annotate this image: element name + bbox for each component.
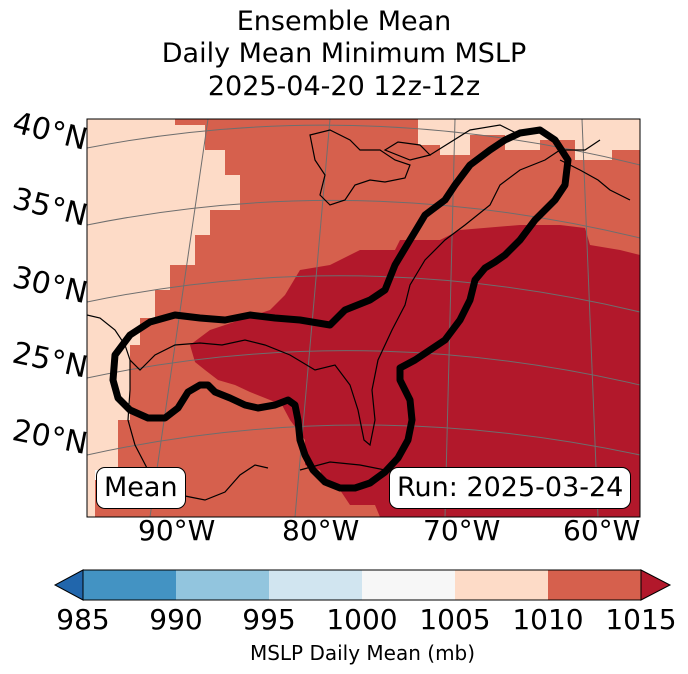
colorbar-tick-1000: 1000 xyxy=(326,603,398,636)
colorbar-tick-985: 985 xyxy=(56,603,110,636)
map-frame xyxy=(86,118,641,518)
colorbar-segment-995-1000 xyxy=(269,570,362,600)
field-1005-1010-west xyxy=(87,119,240,517)
colorbar-segment-985-990 xyxy=(83,570,176,600)
colorbar-tick-1005: 1005 xyxy=(419,603,491,636)
mean-label-box: Mean xyxy=(96,467,186,509)
lon-label-90w: 90°W xyxy=(138,514,216,547)
map-area xyxy=(87,119,640,517)
contour-outline xyxy=(109,126,572,492)
colorbar-segment-1005-1010 xyxy=(455,570,548,600)
colorbar-extend-high xyxy=(640,569,672,601)
colorbar-segment-1000-1005 xyxy=(362,570,455,600)
colorbar-segment-1010-1015 xyxy=(548,570,641,600)
colorbar-tick-1010: 1010 xyxy=(512,603,584,636)
colorbar-extend-low xyxy=(53,569,84,601)
colorbar-outline xyxy=(82,569,642,601)
title-line-3: 2025-04-20 12z-12z xyxy=(207,71,481,102)
colorbar-tick-990: 990 xyxy=(149,603,203,636)
colorbar-tick-995: 995 xyxy=(242,603,296,636)
lon-label-70w: 70°W xyxy=(423,514,501,547)
colorbar-label: MSLP Daily Mean (mb) xyxy=(249,641,476,665)
colorbar-tick-1015: 1015 xyxy=(605,603,677,636)
run-date-box: Run: 2025-03-24 xyxy=(389,467,632,509)
graticule xyxy=(87,119,640,517)
title-line-1: Ensemble Mean xyxy=(236,6,452,37)
field-above-1015 xyxy=(190,225,640,517)
colorbar-segment-990-995 xyxy=(176,570,269,600)
lon-label-80w: 80°W xyxy=(282,514,360,547)
title-line-2: Daily Mean Minimum MSLP xyxy=(161,38,527,69)
lon-label-60w: 60°W xyxy=(563,514,641,547)
